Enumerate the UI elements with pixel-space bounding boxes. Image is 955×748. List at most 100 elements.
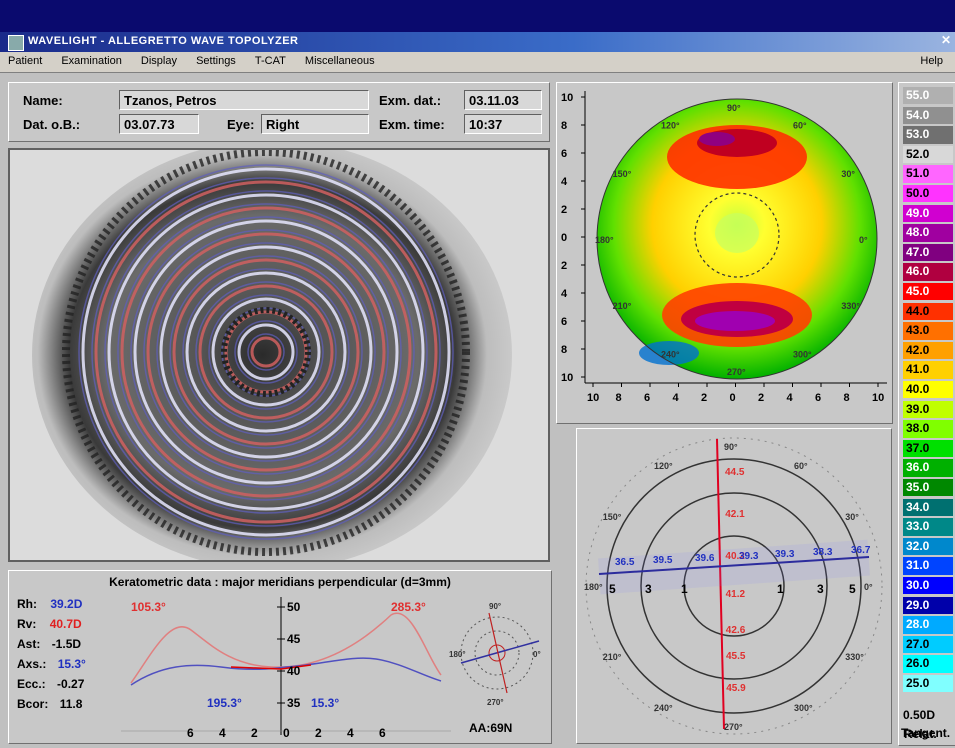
kerato-y-tick: 40 xyxy=(287,664,301,678)
scale-value: 27.0 xyxy=(903,635,953,654)
menu-tcat[interactable]: T-CAT xyxy=(254,55,286,67)
menu-settings[interactable]: Settings xyxy=(196,55,236,67)
color-scale-legend: 55.0 54.0 53.0 52.0 51.0 50.0 49.0 48.0 47.0 46.0… xyxy=(898,82,955,746)
bcor-value: 11.8 xyxy=(59,697,83,711)
scale-value: 35.0 xyxy=(903,479,953,497)
polar-angle-label: 30° xyxy=(845,512,859,522)
scale-value: 37.0 xyxy=(903,439,953,458)
keratometric-profile-chart: 105.3° 285.3° 195.3° 15.3° 50 45 40 35 6 4 2 0 2… xyxy=(121,597,451,740)
horizontal-meridian-value: 38.3 xyxy=(813,547,833,558)
kerato-x-tick: 6 xyxy=(187,726,194,740)
scale-value: 53.0 xyxy=(903,126,953,144)
map-y-tick: 6 xyxy=(561,316,567,328)
exam-date-label: Exm. dat.: xyxy=(379,93,442,108)
map-angle-label: 90° xyxy=(727,103,741,113)
map-y-tick: 10 xyxy=(561,92,573,104)
ast-label: Ast: xyxy=(17,637,41,651)
map-y-tick: 10 xyxy=(561,372,573,384)
polar-angle-label: 270° xyxy=(724,722,743,732)
ring-label: 3 xyxy=(645,582,652,596)
scale-value: 43.0 xyxy=(903,322,953,340)
menu-examination[interactable]: Examination xyxy=(61,55,122,67)
map-y-tick: 4 xyxy=(561,176,568,188)
axis-red-left: 105.3° xyxy=(131,600,166,614)
scale-value: 28.0 xyxy=(903,616,953,634)
map-angle-label: 0° xyxy=(859,235,868,245)
scale-value: 36.0 xyxy=(903,459,953,477)
scale-value: 33.0 xyxy=(903,518,953,536)
close-icon[interactable]: ✕ xyxy=(940,33,951,47)
rv-label: Rv: xyxy=(17,617,37,631)
scale-value: 32.0 xyxy=(903,537,953,556)
eye-image-panel xyxy=(8,148,550,562)
scale-value: 41.0 xyxy=(903,361,953,379)
horizontal-meridian-value: 39.5 xyxy=(653,555,673,566)
map-x-tick: 0 xyxy=(730,392,736,404)
polar-angle-label: 210° xyxy=(603,652,622,662)
vertical-meridian-value: 42.6 xyxy=(726,625,746,636)
map-x-tick: 2 xyxy=(701,392,707,404)
kerato-title: Keratometric data : major meridians perp… xyxy=(109,575,451,589)
map-angle-label: 300° xyxy=(793,349,812,359)
ecc-label: Ecc.: xyxy=(17,677,46,691)
topography-map-panel: 10 8 6 4 2 0 2 4 6 8 10 10 8 6 4 2 0 2 4 6 8 10 90° 120° 150° 1… xyxy=(556,82,893,424)
scale-value: 31.0 xyxy=(903,557,953,575)
mini-angle-label: 0° xyxy=(533,650,541,659)
scale-value: 40.0 xyxy=(903,381,953,399)
ring-label: 5 xyxy=(849,582,856,596)
device-code: AA:69N xyxy=(469,721,513,735)
horizontal-meridian-value: 39.6 xyxy=(695,553,715,564)
map-y-tick: 6 xyxy=(561,148,567,160)
kerato-y-tick: 35 xyxy=(287,696,301,710)
kerato-x-tick: 2 xyxy=(315,726,322,740)
map-x-tick: 2 xyxy=(758,392,764,404)
menu-miscellaneous[interactable]: Miscellaneous xyxy=(304,55,375,67)
vertical-meridian-value: 42.1 xyxy=(725,509,745,520)
scale-value: 34.0 xyxy=(903,498,953,516)
patient-info-panel: Name: Tzanos, Petros Dat. o.B.: 03.07.73… xyxy=(8,82,550,142)
mini-angle-label: 90° xyxy=(489,602,501,611)
menu-display[interactable]: Display xyxy=(140,55,177,67)
polar-angle-label: 300° xyxy=(794,703,813,713)
axis-red-right: 285.3° xyxy=(391,600,426,614)
scale-value: 26.0 xyxy=(903,655,953,673)
title-bar: WAVELIGHT - ALLEGRETTO WAVE TOPOLYZER ✕ xyxy=(0,0,955,52)
keratometric-panel: Keratometric data : major meridians perp… xyxy=(8,570,552,744)
menu-patient[interactable]: Patient xyxy=(8,55,43,67)
ring-label: 3 xyxy=(817,582,824,596)
polar-angle-label: 0° xyxy=(864,582,873,592)
scale-value: 45.0 xyxy=(903,283,953,301)
kerato-x-tick: 6 xyxy=(379,726,386,740)
map-angle-label: 330° xyxy=(841,301,860,311)
vertical-meridian-value: 45.5 xyxy=(726,651,746,662)
map-x-tick: 4 xyxy=(787,392,794,404)
map-angle-label: 120° xyxy=(661,121,680,131)
scale-value: 30.0 xyxy=(903,577,953,595)
mini-polar-diagram: 90° 0° 270° 180° xyxy=(449,602,541,707)
horizontal-meridian-value: 36.5 xyxy=(615,557,635,568)
polar-angle-label: 240° xyxy=(654,703,673,713)
menu-bar: Patient Examination Display Settings T-C… xyxy=(0,52,955,73)
scale-value: 46.0 xyxy=(903,263,953,281)
polar-angle-label: 60° xyxy=(794,461,808,471)
ring-label: 1 xyxy=(777,582,784,596)
vertical-meridian-value: 45.9 xyxy=(726,683,746,694)
placido-eye-image xyxy=(10,150,548,560)
scale-value: 50.0 xyxy=(903,185,953,203)
pupil-outline xyxy=(694,192,780,278)
exam-time-field: 10:37 xyxy=(464,114,542,134)
rh-value: 39.2D xyxy=(50,597,83,611)
map-x-tick: 8 xyxy=(616,392,622,404)
scale-value: 47.0 xyxy=(903,243,953,262)
scale-value: 25.0 xyxy=(903,675,953,693)
menu-help[interactable]: Help xyxy=(920,55,943,67)
map-angle-label: 210° xyxy=(613,301,632,311)
scale-value: 48.0 xyxy=(903,224,953,242)
axs-label: Axs.: xyxy=(17,657,47,671)
ring-label: 5 xyxy=(609,582,616,596)
map-angle-label: 270° xyxy=(727,367,746,377)
meridian-analysis-panel: 90° 60° 30° 0° 330° 300° 270° 240° 210° 180° 150° 1… xyxy=(576,428,892,744)
scale-value: 39.0 xyxy=(903,400,953,418)
mini-angle-label: 270° xyxy=(487,698,504,707)
app-icon xyxy=(8,35,24,51)
